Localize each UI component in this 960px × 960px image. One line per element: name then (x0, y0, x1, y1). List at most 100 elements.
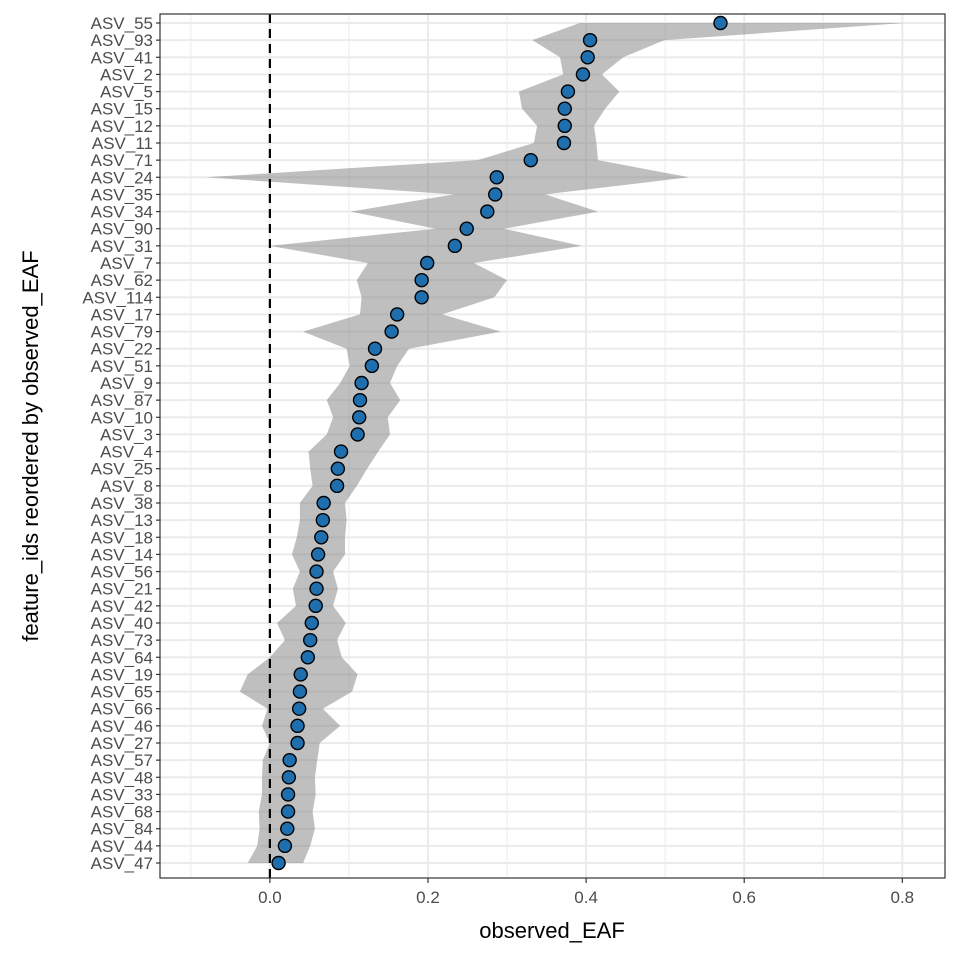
y-tick-label: ASV_35 (91, 185, 153, 204)
data-point-asv-68 (280, 804, 296, 819)
data-point-asv-73 (303, 632, 318, 648)
y-tick-label: ASV_79 (91, 323, 153, 342)
y-tick-label: ASV_62 (91, 271, 153, 290)
data-point-asv-42 (308, 598, 323, 614)
data-point-asv-56 (309, 564, 324, 579)
data-point-asv-11 (556, 135, 572, 151)
y-tick-label: ASV_13 (91, 511, 153, 530)
data-point-asv-33 (280, 787, 296, 802)
y-tick-label: ASV_12 (91, 117, 153, 136)
y-tick-label: ASV_31 (91, 237, 153, 256)
y-tick-label: ASV_51 (91, 357, 153, 376)
data-point-asv-13 (315, 512, 331, 528)
data-point-asv-114 (414, 290, 429, 305)
data-point-asv-55 (713, 15, 728, 31)
data-point-asv-17 (389, 307, 405, 322)
y-axis-title: feature_ids reordered by observed_EAF (18, 250, 43, 641)
data-point-asv-18 (314, 530, 329, 545)
data-point-asv-79 (384, 324, 399, 339)
data-point-asv-93 (582, 32, 598, 48)
y-tick-label: ASV_47 (91, 854, 153, 873)
y-tick-label: ASV_66 (91, 700, 153, 719)
data-point-asv-51 (364, 358, 380, 374)
y-tick-label: ASV_64 (91, 648, 153, 667)
y-tick-label: ASV_55 (91, 14, 153, 33)
y-tick-label: ASV_40 (91, 614, 153, 633)
data-point-asv-12 (557, 118, 572, 134)
y-tick-label: ASV_2 (100, 65, 153, 84)
y-tick-label: ASV_7 (100, 254, 153, 273)
data-point-asv-31 (447, 238, 463, 254)
y-tick-label: ASV_57 (91, 751, 153, 770)
x-tick-label: 0.8 (890, 888, 914, 907)
data-point-asv-10 (352, 410, 367, 425)
y-tick-label: ASV_3 (100, 425, 153, 444)
data-point-asv-27 (290, 735, 305, 751)
y-tick-label: ASV_4 (100, 443, 153, 462)
data-point-asv-5 (560, 84, 576, 99)
y-tick-label: ASV_24 (91, 168, 153, 187)
y-tick-label: ASV_34 (91, 203, 153, 222)
data-point-asv-65 (292, 684, 308, 699)
y-tick-label: ASV_5 (100, 83, 153, 102)
x-tick-label: 0.0 (258, 888, 282, 907)
data-point-asv-40 (304, 615, 319, 631)
y-tick-label: ASV_14 (91, 545, 153, 564)
data-point-asv-87 (352, 392, 368, 408)
y-tick-label: ASV_22 (91, 340, 153, 359)
data-point-asv-3 (350, 427, 365, 442)
data-point-asv-35 (487, 187, 503, 202)
data-point-asv-8 (329, 478, 345, 494)
y-tick-label: ASV_73 (91, 631, 153, 650)
data-point-asv-57 (282, 752, 297, 768)
x-tick-label: 0.4 (574, 888, 598, 907)
data-point-asv-25 (330, 461, 346, 476)
data-point-asv-71 (523, 152, 538, 168)
x-tick-label: 0.6 (732, 888, 756, 907)
y-tick-label: ASV_65 (91, 683, 153, 702)
y-tick-label: ASV_9 (100, 374, 153, 393)
data-point-asv-19 (293, 667, 308, 682)
data-point-asv-46 (290, 718, 305, 734)
x-axis-title: observed_EAF (479, 918, 625, 943)
data-point-asv-44 (277, 838, 293, 854)
data-point-asv-48 (281, 770, 297, 785)
data-point-asv-66 (291, 701, 307, 716)
plot-panel-border (159, 13, 946, 879)
data-point-asv-24 (489, 170, 504, 185)
data-point-asv-90 (459, 221, 474, 236)
y-tick-label: ASV_21 (91, 580, 153, 599)
y-tick-label: ASV_18 (91, 528, 153, 547)
data-point-asv-2 (575, 67, 591, 82)
data-point-asv-84 (280, 821, 295, 836)
y-tick-label: ASV_93 (91, 31, 153, 50)
y-tick-label: ASV_17 (91, 305, 153, 324)
y-tick-label: ASV_8 (100, 477, 153, 496)
y-tick-label: ASV_10 (91, 408, 153, 427)
data-point-asv-41 (580, 50, 595, 65)
points (271, 15, 728, 871)
y-tick-label: ASV_71 (91, 151, 153, 170)
y-tick-label: ASV_46 (91, 717, 153, 736)
y-tick-label: ASV_87 (91, 391, 153, 410)
y-tick-label: ASV_38 (91, 494, 153, 513)
y-tick-label: ASV_90 (91, 220, 153, 239)
data-point-asv-14 (310, 547, 326, 562)
data-point-asv-22 (367, 341, 383, 356)
data-point-asv-38 (316, 495, 331, 511)
data-point-asv-62 (414, 272, 429, 288)
data-point-asv-47 (271, 855, 286, 871)
data-point-asv-34 (480, 204, 495, 219)
y-tick-label: ASV_41 (91, 48, 153, 67)
y-tick-label: ASV_42 (91, 597, 153, 616)
y-tick-label: ASV_15 (91, 100, 153, 119)
data-point-asv-9 (354, 375, 369, 391)
y-tick-label: ASV_27 (91, 734, 153, 753)
y-tick-label: ASV_114 (82, 288, 153, 307)
y-tick-label: ASV_19 (91, 665, 153, 684)
ribbon-layer (205, 23, 905, 863)
y-tick-label: ASV_84 (91, 820, 153, 839)
y-tick-label: ASV_44 (91, 837, 153, 856)
data-point-asv-21 (309, 581, 324, 596)
